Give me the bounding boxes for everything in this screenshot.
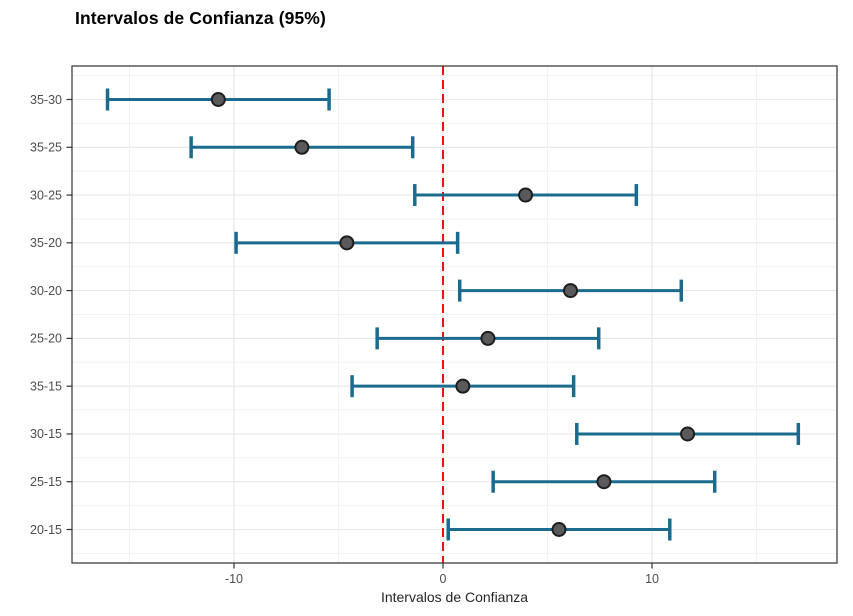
chart-title: Intervalos de Confianza (95%) xyxy=(75,8,326,28)
y-tick-label: 35-15 xyxy=(30,379,62,393)
point-estimate xyxy=(210,92,226,107)
point-estimate xyxy=(518,187,534,203)
y-tick-label: 30-15 xyxy=(30,427,62,441)
x-axis-title: Intervalos de Confianza xyxy=(380,589,529,605)
error-bar-row xyxy=(575,422,801,445)
point-estimate xyxy=(596,474,612,490)
y-tick-label: 20-15 xyxy=(30,523,62,537)
point-estimate xyxy=(455,378,471,394)
y-tick-label: 35-30 xyxy=(30,93,62,107)
y-tick-label: 35-20 xyxy=(30,236,62,250)
y-tick-label: 25-15 xyxy=(30,475,62,489)
point-estimate xyxy=(480,330,496,346)
point-estimate xyxy=(551,522,567,537)
error-bar-row xyxy=(491,470,717,493)
x-tick-label: 10 xyxy=(645,572,659,586)
y-tick-label: 30-25 xyxy=(30,188,62,202)
y-tick-label: 30-20 xyxy=(30,284,62,298)
point-estimate xyxy=(563,283,579,299)
error-bar-row xyxy=(189,136,415,159)
error-bar-row xyxy=(446,518,672,541)
x-tick-label: 0 xyxy=(440,572,447,586)
panel-border xyxy=(71,65,838,564)
error-bar-row xyxy=(234,231,460,254)
error-bar-row xyxy=(457,279,684,302)
y-tick-label: 25-20 xyxy=(30,332,62,346)
error-bar-row xyxy=(350,375,576,398)
error-bar-row xyxy=(375,327,601,350)
x-tick-label: -10 xyxy=(225,572,243,586)
point-estimate xyxy=(339,235,355,251)
point-estimate xyxy=(294,139,310,155)
point-estimate xyxy=(680,426,696,442)
error-bar-row xyxy=(105,88,331,111)
y-tick-label: 35-25 xyxy=(30,141,62,155)
error-bar-row xyxy=(413,184,639,207)
